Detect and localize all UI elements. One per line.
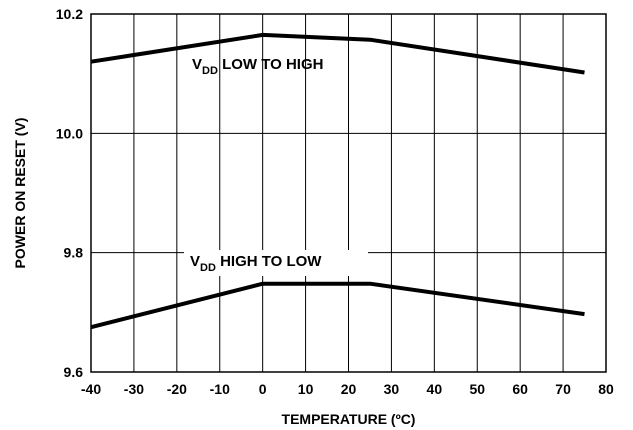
x-tick-label: 80 [598,381,614,397]
grid [91,14,606,372]
series-label-2: VDD HIGH TO LOW [190,253,322,274]
y-tick-label: 10.2 [56,6,83,22]
series-label-background [184,250,368,276]
x-tick-label: 70 [555,381,571,397]
series-lines [90,32,585,330]
x-tick-label: -20 [167,381,187,397]
series-label-1: VDD LOW TO HIGH [192,56,323,77]
plot-frame [90,13,607,373]
x-tick-label: 10 [298,381,314,397]
x-tick-label: -10 [210,381,230,397]
x-tick-label: -30 [124,381,144,397]
series-line-1 [90,32,585,75]
y-tick-label: 9.6 [64,364,84,380]
x-tick-label: 0 [259,381,267,397]
x-tick-label: 20 [341,381,357,397]
y-tick-labels: 9.6 9.8 10.0 10.2 [56,6,83,380]
x-tick-label: -40 [81,381,101,397]
x-tick-label: 50 [469,381,485,397]
series-line-2 [90,281,585,330]
y-axis-title: POWER ON RESET (V) [12,118,28,269]
x-tick-label: 60 [512,381,528,397]
y-tick-label: 9.8 [64,245,84,261]
x-axis-title: TEMPERATURE (ºC) [282,411,416,427]
x-tick-labels: -40 -30 -20 -10 0 10 20 30 40 50 60 70 80 [81,381,614,397]
x-tick-label: 30 [384,381,400,397]
y-tick-label: 10.0 [56,125,83,141]
x-tick-label: 40 [427,381,443,397]
series-labels: VDD LOW TO HIGH VDD HIGH TO LOW [184,56,368,276]
